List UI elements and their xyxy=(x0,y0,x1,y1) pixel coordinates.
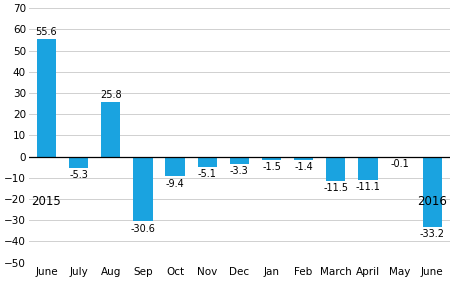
Text: 2015: 2015 xyxy=(32,195,61,208)
Text: 25.8: 25.8 xyxy=(100,90,122,100)
Text: 2016: 2016 xyxy=(417,195,447,208)
Bar xyxy=(262,156,281,160)
Bar xyxy=(358,156,378,180)
Text: -33.2: -33.2 xyxy=(419,229,444,239)
Text: -1.5: -1.5 xyxy=(262,162,281,172)
Bar xyxy=(133,156,153,221)
Text: -1.4: -1.4 xyxy=(294,162,313,172)
Text: -11.1: -11.1 xyxy=(355,182,380,192)
Bar xyxy=(230,156,249,164)
Text: -30.6: -30.6 xyxy=(130,223,155,233)
Bar xyxy=(37,39,56,156)
Bar xyxy=(294,156,313,159)
Text: -11.5: -11.5 xyxy=(323,183,348,193)
Bar xyxy=(326,156,345,181)
Text: -9.4: -9.4 xyxy=(166,178,184,188)
Text: 55.6: 55.6 xyxy=(36,27,57,37)
Bar xyxy=(165,156,185,176)
Bar xyxy=(197,156,217,167)
Text: -0.1: -0.1 xyxy=(390,159,410,169)
Bar xyxy=(423,156,442,227)
Bar xyxy=(101,102,120,156)
Text: -5.3: -5.3 xyxy=(69,170,88,180)
Text: -3.3: -3.3 xyxy=(230,166,249,176)
Text: -5.1: -5.1 xyxy=(198,169,217,179)
Bar xyxy=(69,156,88,168)
